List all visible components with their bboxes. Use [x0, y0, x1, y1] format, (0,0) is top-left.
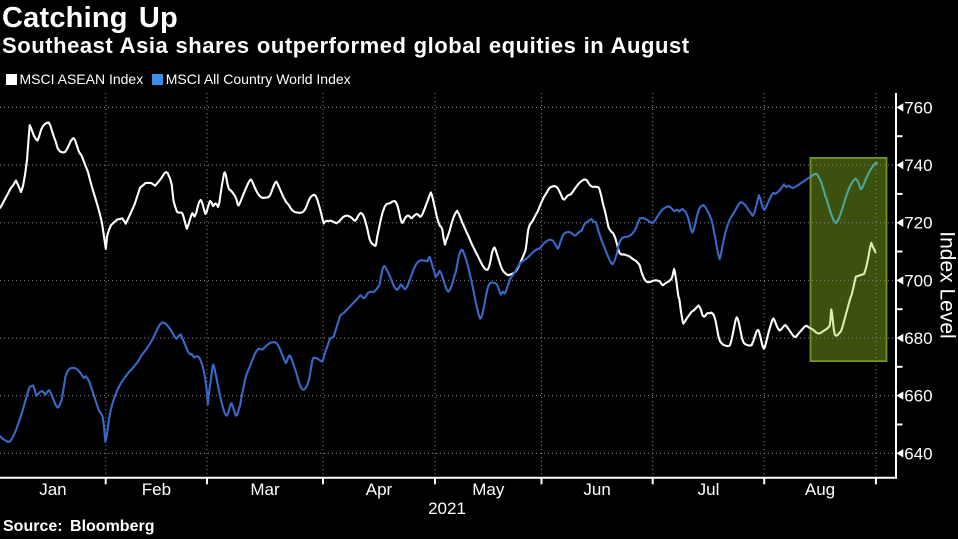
svg-text:740: 740 [904, 156, 932, 175]
svg-text:680: 680 [904, 329, 932, 348]
svg-text:Jul: Jul [698, 480, 720, 499]
svg-text:640: 640 [904, 444, 932, 463]
svg-text:Index Level: Index Level [936, 231, 958, 338]
svg-text:Jun: Jun [583, 480, 610, 499]
svg-text:Feb: Feb [142, 480, 171, 499]
svg-text:720: 720 [904, 214, 932, 233]
svg-text:May: May [472, 480, 505, 499]
svg-text:700: 700 [904, 271, 932, 290]
svg-text:760: 760 [904, 98, 932, 117]
svg-text:660: 660 [904, 387, 932, 406]
svg-text:Aug: Aug [805, 480, 835, 499]
svg-text:Jan: Jan [39, 480, 66, 499]
svg-text:Apr: Apr [366, 480, 393, 499]
svg-text:Mar: Mar [250, 480, 280, 499]
svg-text:2021: 2021 [428, 499, 466, 518]
